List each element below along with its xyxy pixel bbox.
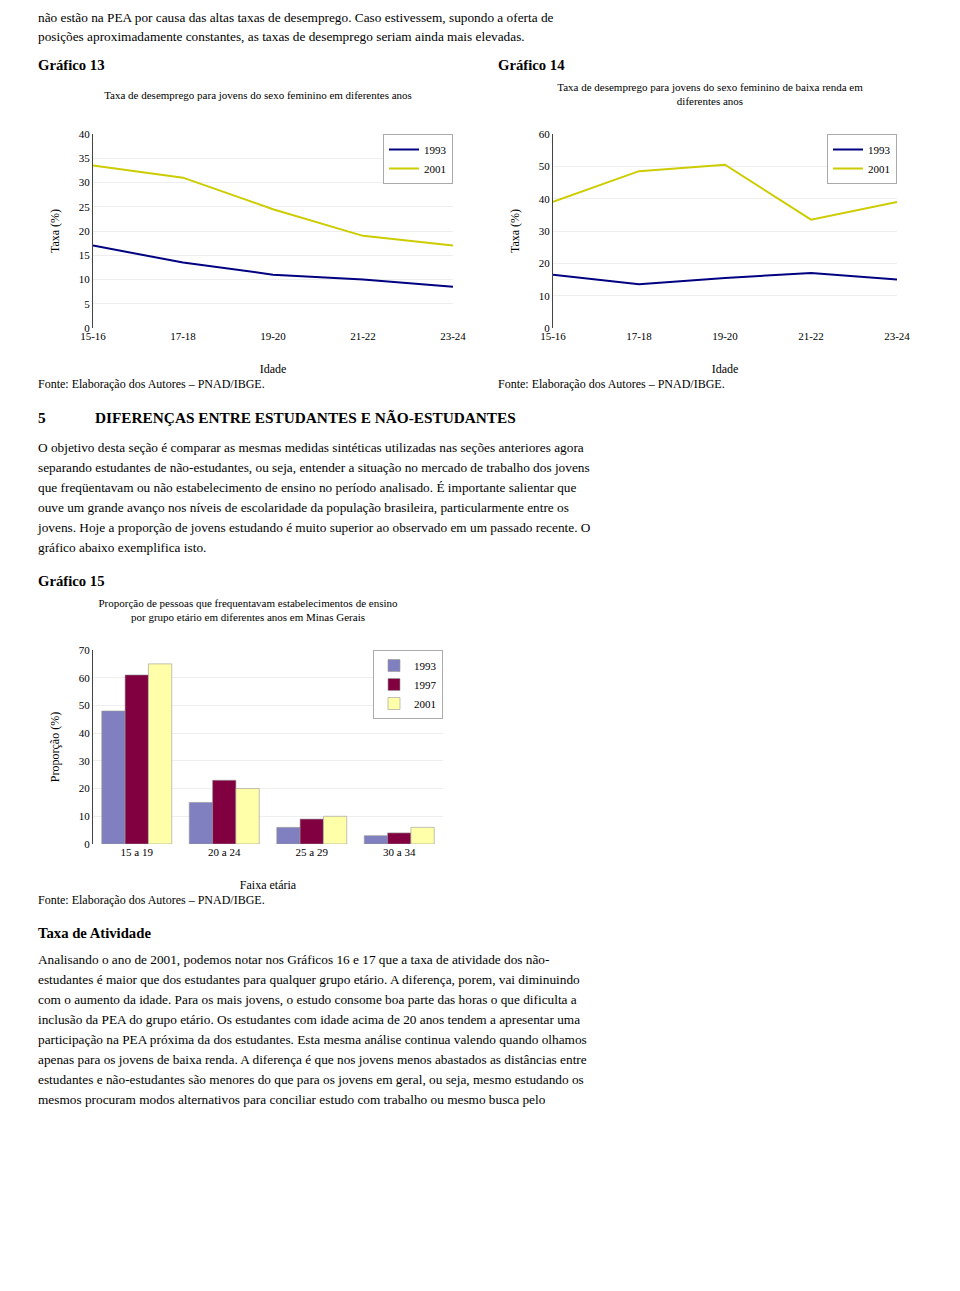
svg-text:Taxa (%): Taxa (%) — [508, 209, 522, 253]
svg-text:23-24: 23-24 — [440, 330, 466, 342]
html-text:com o aumento da idade. Para o: com o aumento da idade. Para os mais jov… — [38, 992, 577, 1007]
svg-text:19-20: 19-20 — [260, 330, 286, 342]
svg-text:Taxa de desemprego para jovens: Taxa de desemprego para jovens do sexo f… — [104, 89, 412, 101]
html-text:jovens. Hoje a proporção de jo: jovens. Hoje a proporção de jovens estud… — [38, 520, 591, 535]
html-text:posições aproximadamente const: posições aproximadamente constantes, as … — [38, 29, 525, 44]
svg-text:1993: 1993 — [424, 144, 447, 156]
svg-text:40: 40 — [539, 193, 551, 205]
svg-text:40: 40 — [79, 727, 91, 739]
svg-text:30 a 34: 30 a 34 — [383, 846, 416, 858]
html-text:Gráfico 15: Gráfico 15 — [38, 573, 105, 589]
svg-text:30: 30 — [79, 176, 91, 188]
svg-text:15-16: 15-16 — [80, 330, 106, 342]
html-text:Gráfico 14: Gráfico 14 — [498, 57, 565, 73]
html-text:estudantes e não-estudantes sã: estudantes e não-estudantes são menores … — [38, 1072, 584, 1087]
svg-text:10: 10 — [79, 810, 91, 822]
svg-text:17-18: 17-18 — [626, 330, 652, 342]
svg-text:35: 35 — [79, 152, 91, 164]
html-text:O objetivo desta seção é compa: O objetivo desta seção é comparar as mes… — [38, 440, 584, 455]
html-text:Analisando o ano de 2001, pode: Analisando o ano de 2001, podemos notar … — [38, 952, 550, 967]
svg-text:17-18: 17-18 — [170, 330, 196, 342]
svg-text:70: 70 — [79, 644, 91, 656]
svg-text:5: 5 — [84, 298, 90, 310]
svg-text:0: 0 — [84, 838, 90, 850]
svg-text:1997: 1997 — [414, 679, 437, 691]
html-text:apenas para os jovens de baixa: apenas para os jovens de baixa renda. A … — [38, 1052, 587, 1067]
svg-text:Faixa etária: Faixa etária — [240, 878, 297, 892]
html-text:DIFERENÇAS ENTRE ESTUDANTES E: DIFERENÇAS ENTRE ESTUDANTES E NÃO-ESTUDA… — [95, 409, 516, 426]
html-text:Gráfico 13: Gráfico 13 — [38, 57, 105, 73]
html-text:que freqüentavam ou não estabe: que freqüentavam ou não estabelecimento … — [38, 480, 577, 495]
html-text:5: 5 — [38, 409, 46, 426]
svg-text:60: 60 — [539, 128, 551, 140]
html-text:Fonte: Elaboração dos Autores: Fonte: Elaboração dos Autores – PNAD/IBG… — [498, 377, 725, 391]
svg-text:Proporção (%): Proporção (%) — [48, 712, 62, 782]
svg-text:60: 60 — [79, 672, 91, 684]
html-text:Fonte: Elaboração dos Autores: Fonte: Elaboração dos Autores – PNAD/IBG… — [38, 377, 265, 391]
svg-text:20: 20 — [79, 225, 91, 237]
svg-text:Taxa de desemprego para jovens: Taxa de desemprego para jovens do sexo f… — [557, 81, 863, 107]
html-text:ouve um grande avanço nos níve: ouve um grande avanço nos níveis de esco… — [38, 500, 569, 515]
svg-text:15-16: 15-16 — [540, 330, 566, 342]
svg-text:Taxa (%): Taxa (%) — [48, 209, 62, 253]
svg-text:20: 20 — [79, 782, 91, 794]
svg-text:30: 30 — [79, 755, 91, 767]
svg-text:Idade: Idade — [712, 362, 739, 376]
svg-text:2001: 2001 — [424, 163, 446, 175]
html-text:estudantes é maior que dos est: estudantes é maior que dos estudantes pa… — [38, 972, 580, 987]
html-text:separando estudantes de não-es: separando estudantes de não-estudantes, … — [38, 460, 590, 475]
html-text:participação na PEA próxima da: participação na PEA próxima da dos estud… — [38, 1032, 587, 1047]
svg-text:2001: 2001 — [868, 163, 890, 175]
svg-text:15 a 19: 15 a 19 — [121, 846, 154, 858]
html-text:não estão na PEA por causa das: não estão na PEA por causa das altas tax… — [38, 10, 554, 25]
svg-text:Proporção de pessoas que frequ: Proporção de pessoas que frequentavam es… — [98, 597, 398, 623]
html-text:inclusão da PEA do grupo etári: inclusão da PEA do grupo etário. Os estu… — [38, 1012, 581, 1027]
html-text:gráfico abaixo exemplifica ist: gráfico abaixo exemplifica isto. — [38, 540, 207, 555]
svg-text:25 a 29: 25 a 29 — [296, 846, 329, 858]
svg-text:20 a 24: 20 a 24 — [208, 846, 241, 858]
svg-text:10: 10 — [539, 290, 551, 302]
svg-text:19-20: 19-20 — [712, 330, 738, 342]
svg-text:50: 50 — [79, 699, 91, 711]
svg-text:15: 15 — [79, 249, 91, 261]
svg-text:25: 25 — [79, 201, 91, 213]
svg-text:20: 20 — [539, 257, 551, 269]
svg-text:10: 10 — [79, 273, 91, 285]
svg-text:1993: 1993 — [868, 144, 891, 156]
svg-text:21-22: 21-22 — [798, 330, 824, 342]
svg-text:40: 40 — [79, 128, 91, 140]
svg-text:0: 0 — [84, 322, 90, 334]
svg-text:2001: 2001 — [414, 698, 436, 710]
svg-text:50: 50 — [539, 160, 551, 172]
svg-text:Idade: Idade — [260, 362, 287, 376]
svg-text:23-24: 23-24 — [884, 330, 910, 342]
svg-text:0: 0 — [544, 322, 550, 334]
html-text:Fonte: Elaboração dos Autores: Fonte: Elaboração dos Autores – PNAD/IBG… — [38, 893, 265, 907]
svg-text:30: 30 — [539, 225, 551, 237]
svg-text:21-22: 21-22 — [350, 330, 376, 342]
html-text:mesmos procuram modos alternat: mesmos procuram modos alternativos para … — [38, 1092, 546, 1107]
svg-text:1993: 1993 — [414, 660, 437, 672]
html-text:Taxa de Atividade: Taxa de Atividade — [38, 925, 151, 941]
